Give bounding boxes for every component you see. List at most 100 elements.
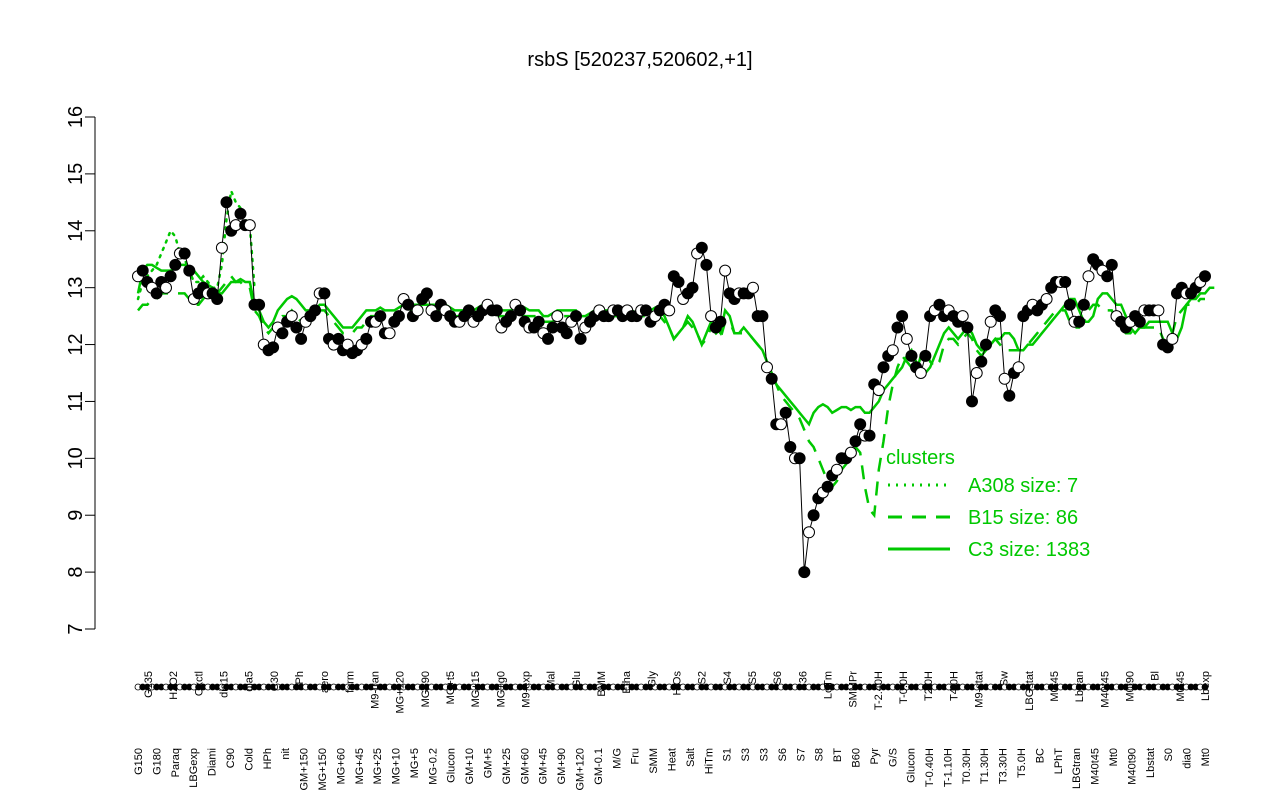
data-point bbox=[1040, 293, 1053, 305]
x-tick-label: Mt0 bbox=[1108, 748, 1120, 766]
legend-entry: A308 size: 7 bbox=[968, 475, 1078, 497]
x-tick-label: Mal bbox=[546, 671, 558, 689]
x-tick-label: Glu bbox=[571, 671, 583, 688]
x-tick-label: LPh bbox=[294, 671, 306, 691]
data-point bbox=[150, 287, 163, 300]
data-point bbox=[504, 310, 517, 323]
chart-title: rsbS [520237,520602,+1] bbox=[527, 49, 752, 71]
data-point bbox=[714, 315, 727, 328]
data-point bbox=[886, 344, 899, 357]
data-point bbox=[211, 293, 224, 305]
cluster-curve bbox=[137, 274, 1205, 519]
data-point bbox=[430, 310, 443, 323]
data-point bbox=[1073, 315, 1086, 328]
data-point bbox=[807, 509, 820, 522]
data-point bbox=[998, 372, 1011, 385]
x-tick-label: T-1.10H bbox=[942, 748, 954, 787]
x-tick-label: dia15 bbox=[219, 671, 231, 698]
x-tick-label: dia0 bbox=[1182, 748, 1194, 769]
data-point bbox=[1077, 298, 1090, 311]
x-tick-label: G150 bbox=[133, 748, 145, 775]
data-point bbox=[318, 287, 331, 300]
data-point bbox=[844, 446, 857, 459]
y-tick-label: 12 bbox=[65, 333, 87, 355]
x-tick-label: Lbtran bbox=[1074, 671, 1086, 702]
x-tick-label: Mt0 bbox=[1200, 748, 1212, 766]
x-tick-label: Pyr bbox=[869, 748, 881, 765]
data-point bbox=[1063, 298, 1076, 311]
x-tick-label: T-0.40H bbox=[924, 748, 936, 787]
data-point bbox=[775, 418, 787, 431]
data-point bbox=[570, 310, 582, 323]
x-tick-label: S1 bbox=[722, 748, 734, 761]
data-point bbox=[183, 264, 196, 277]
y-tick-label: 7 bbox=[65, 623, 87, 634]
x-tick-label: Glucon bbox=[906, 748, 918, 783]
data-point bbox=[402, 298, 415, 311]
legend-entry: B15 size: 86 bbox=[968, 507, 1078, 529]
y-axis: 7 8 9 10 11 12 13 14 15 16 bbox=[65, 106, 96, 635]
data-point bbox=[374, 310, 387, 323]
x-tick-label: H2O2 bbox=[168, 671, 180, 700]
x-tick-label: G/S bbox=[887, 748, 899, 767]
data-point bbox=[821, 480, 834, 493]
data-point bbox=[956, 310, 969, 323]
x-tick-label: S2 bbox=[697, 671, 709, 684]
data-point bbox=[215, 241, 228, 254]
data-point bbox=[136, 264, 149, 277]
data-point bbox=[966, 395, 978, 408]
data-point bbox=[803, 526, 815, 539]
x-tick-label: BT bbox=[832, 748, 844, 762]
data-point bbox=[1059, 276, 1072, 288]
x-tick-label: MG+10 bbox=[391, 748, 403, 784]
data-point bbox=[919, 349, 932, 362]
data-point bbox=[756, 310, 769, 323]
x-tick-label: BC bbox=[1034, 748, 1046, 763]
x-tick-label: T3.30H bbox=[998, 748, 1010, 784]
x-tick-label: ferm bbox=[344, 671, 356, 693]
data-point bbox=[784, 441, 797, 453]
data-point bbox=[877, 361, 890, 374]
data-point bbox=[900, 332, 913, 345]
data-point bbox=[914, 367, 927, 379]
x-tick-label: S3 bbox=[759, 748, 771, 761]
data-point bbox=[164, 270, 177, 283]
data-point bbox=[332, 332, 345, 345]
data-point bbox=[695, 241, 708, 254]
data-point bbox=[765, 372, 778, 385]
data-point bbox=[849, 435, 862, 448]
x-tick-label: Glucon bbox=[446, 748, 458, 783]
legend: clusters A308 size: 7 B15 size: 86 C3 size… bbox=[886, 447, 1090, 561]
x-tick-label: T-0.0H bbox=[898, 671, 910, 704]
data-point bbox=[994, 310, 1006, 323]
x-tick-label: Cold bbox=[243, 748, 255, 771]
data-point bbox=[295, 332, 308, 345]
x-tick-label: MG+60 bbox=[335, 748, 347, 784]
legend-entry: C3 size: 1383 bbox=[968, 539, 1090, 561]
x-tick-label: M40t45 bbox=[1090, 748, 1102, 785]
data-point bbox=[532, 315, 545, 328]
x-tick-label: G180 bbox=[151, 748, 163, 775]
data-point bbox=[243, 219, 256, 232]
data-point bbox=[854, 418, 867, 431]
data-point bbox=[896, 310, 909, 323]
rug-mark bbox=[1201, 683, 1209, 691]
data-point bbox=[672, 276, 685, 288]
x-tick-label: Sw bbox=[999, 671, 1011, 686]
y-tick-label: 14 bbox=[65, 220, 87, 242]
cluster-curve bbox=[136, 186, 256, 301]
data-point bbox=[747, 281, 759, 294]
data-point bbox=[975, 355, 988, 368]
x-tick-label: LBGstat bbox=[1024, 671, 1036, 711]
data-point bbox=[1166, 332, 1179, 345]
x-tick-label: MG+45 bbox=[354, 748, 366, 784]
x-tick-label: G135 bbox=[143, 671, 155, 698]
x-tick-label: S7 bbox=[795, 748, 807, 761]
y-tick-label: 8 bbox=[65, 567, 87, 578]
data-point bbox=[169, 258, 182, 271]
data-points bbox=[132, 196, 1211, 579]
x-tick-label: Oxctl bbox=[193, 671, 205, 696]
data-point bbox=[392, 310, 405, 323]
x-tick-label: GM+25 bbox=[501, 748, 513, 784]
cluster-curves bbox=[136, 186, 1215, 519]
